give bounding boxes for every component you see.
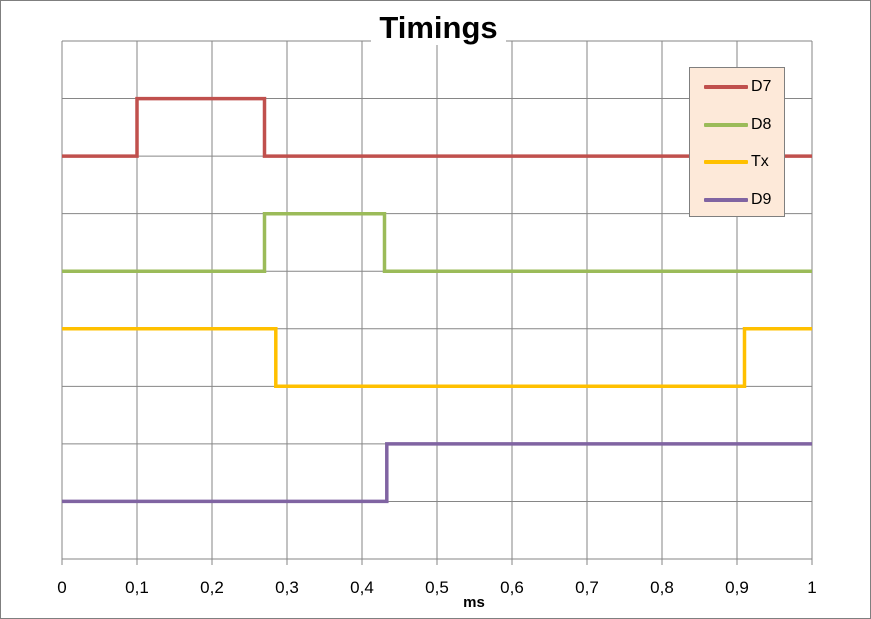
legend-swatch-d7 bbox=[704, 85, 748, 89]
chart-title-wrap: Timings bbox=[0, 10, 871, 46]
series-lines bbox=[62, 96, 812, 504]
x-axis-label: ms bbox=[463, 594, 485, 611]
x-tick-label: 0,5 bbox=[425, 578, 449, 597]
legend-item-d8: D8 bbox=[690, 115, 786, 135]
legend-item-tx: Tx bbox=[690, 152, 786, 172]
legend-swatch-d8 bbox=[704, 123, 748, 127]
series-line-d9 bbox=[62, 442, 812, 504]
x-axis: 0 0,1 0,2 0,3 0,4 0,5 0,6 0,7 0,8 0,9 1 bbox=[57, 41, 817, 597]
legend: D7 D8 Tx D9 bbox=[689, 67, 785, 217]
x-tick-label: 0,6 bbox=[500, 578, 524, 597]
legend-label-d8: D8 bbox=[751, 116, 772, 133]
x-tick-label: 0 bbox=[57, 578, 66, 597]
x-tick-label: 0,9 bbox=[725, 578, 749, 597]
x-tick-label: 1 bbox=[807, 578, 816, 597]
x-tick-label: 0,7 bbox=[575, 578, 599, 597]
legend-label-tx: Tx bbox=[751, 153, 769, 170]
series-line-d8 bbox=[62, 211, 812, 273]
legend-label-d9: D9 bbox=[751, 191, 772, 208]
x-tick-label: 0,3 bbox=[275, 578, 299, 597]
legend-label-d7: D7 bbox=[751, 78, 772, 95]
legend-swatch-d9 bbox=[704, 198, 748, 202]
x-tick-label: 0,4 bbox=[350, 578, 374, 597]
legend-item-d9: D9 bbox=[690, 190, 786, 210]
legend-swatch-tx bbox=[704, 160, 748, 164]
x-tick-label: 0,8 bbox=[650, 578, 674, 597]
legend-item-d7: D7 bbox=[690, 77, 786, 97]
x-tick-label: 0,1 bbox=[125, 578, 149, 597]
series-line-tx bbox=[62, 327, 812, 389]
series-line-d7 bbox=[62, 96, 812, 158]
chart-title: Timings bbox=[371, 10, 506, 45]
x-tick-label: 0,2 bbox=[200, 578, 224, 597]
